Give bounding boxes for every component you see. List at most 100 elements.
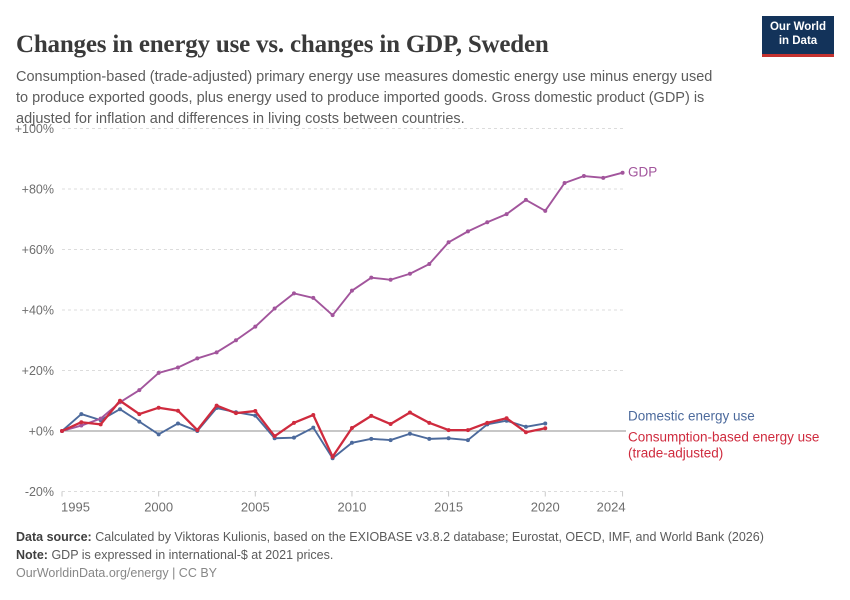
data-point-domestic [233, 410, 238, 415]
series-line-domestic [61, 407, 546, 460]
y-axis-label: +0% [29, 425, 54, 439]
data-point-gdp [156, 370, 161, 375]
data-point-gdp [195, 356, 200, 361]
data-point-domestic [156, 432, 161, 437]
series-label-consumption: (trade-adjusted) [628, 445, 723, 460]
x-axis-label: 2000 [144, 499, 173, 514]
data-point-gdp [620, 170, 625, 175]
x-axis-label: 2005 [241, 499, 270, 514]
y-axis-label: +80% [22, 183, 54, 197]
data-point-domestic [98, 418, 103, 423]
page-title: Changes in energy use vs. changes in GDP… [16, 30, 549, 58]
data-point-gdp [504, 212, 509, 217]
data-point-consumption [79, 420, 84, 425]
data-point-gdp [601, 175, 606, 180]
chart-footer: Data source: Calculated by Viktoras Kuli… [16, 528, 836, 582]
data-point-consumption [311, 412, 316, 417]
data-point-gdp [137, 388, 142, 393]
series-label-domestic: Domestic energy use [628, 408, 755, 423]
data-source-label: Data source: [16, 530, 92, 544]
data-point-domestic [60, 429, 64, 433]
data-point-domestic [504, 418, 509, 423]
x-axis-label: 2010 [337, 499, 366, 514]
y-axis-label: +40% [22, 304, 54, 318]
data-point-domestic [117, 407, 122, 412]
data-point-domestic [175, 421, 180, 426]
data-point-domestic [291, 435, 296, 440]
data-point-gdp [175, 365, 180, 370]
data-point-gdp [369, 275, 374, 280]
data-point-gdp [349, 288, 354, 293]
data-point-consumption [407, 410, 412, 415]
series-domestic: Domestic energy use [60, 406, 755, 461]
note-text: GDP is expressed in international-$ at 2… [51, 548, 334, 562]
data-point-domestic [253, 413, 258, 418]
data-point-domestic [523, 424, 528, 429]
data-point-consumption [291, 420, 296, 425]
data-point-consumption [60, 429, 64, 433]
note-line: Note: GDP is expressed in international-… [16, 546, 836, 564]
data-point-domestic [349, 440, 354, 445]
data-point-consumption [485, 420, 490, 425]
data-point-gdp [446, 240, 451, 245]
chart-subtitle: Consumption-based (trade-adjusted) prima… [16, 68, 713, 127]
data-point-gdp [427, 262, 432, 267]
data-point-consumption [446, 428, 451, 433]
data-point-consumption [156, 405, 161, 410]
y-axis-label: +60% [22, 243, 54, 257]
data-point-gdp [291, 291, 296, 296]
data-point-consumption [543, 426, 548, 431]
data-point-gdp [233, 338, 238, 343]
series-label-consumption: Consumption-based energy use [628, 429, 819, 444]
note-label: Note: [16, 548, 48, 562]
data-point-domestic [427, 436, 432, 441]
data-point-gdp [388, 277, 393, 282]
series-consumption: Consumption-based energy use(trade-adjus… [60, 398, 819, 460]
data-point-consumption [98, 422, 103, 427]
data-point-consumption [523, 430, 528, 435]
owid-logo-line1: Our World [769, 21, 826, 33]
data-point-gdp [523, 197, 528, 202]
data-point-consumption [253, 409, 258, 414]
data-point-gdp [60, 429, 64, 433]
data-point-consumption [504, 416, 509, 421]
data-source-text: Calculated by Viktoras Kulionis, based o… [95, 530, 764, 544]
data-point-gdp [117, 400, 122, 405]
series-label-gdp: GDP [628, 165, 657, 180]
series-gdp: GDP [60, 165, 657, 433]
data-point-gdp [79, 423, 84, 428]
data-point-gdp [562, 180, 567, 185]
owid-logo[interactable]: Our World in Data [762, 16, 834, 57]
data-point-gdp [253, 324, 258, 329]
data-point-consumption [427, 420, 432, 425]
data-point-domestic [465, 438, 470, 443]
data-point-gdp [543, 208, 548, 213]
series-line-gdp [61, 171, 623, 432]
data-point-consumption [272, 434, 277, 439]
series-line-consumption [61, 399, 546, 458]
data-point-gdp [485, 220, 490, 225]
data-point-domestic [79, 412, 84, 417]
data-point-gdp [311, 295, 316, 300]
data-point-domestic [407, 431, 412, 436]
data-point-domestic [388, 438, 393, 443]
data-point-consumption [233, 411, 238, 416]
data-point-domestic [369, 436, 374, 441]
data-point-gdp [98, 416, 103, 421]
license-link[interactable]: OurWorldinData.org/energy | CC BY [16, 566, 218, 580]
data-point-domestic [330, 456, 335, 461]
data-point-consumption [117, 398, 122, 403]
data-point-domestic [311, 425, 316, 430]
y-axis-label: -20% [25, 485, 54, 499]
data-point-consumption [465, 428, 470, 433]
data-point-gdp [465, 229, 470, 234]
x-axis-label: 2024 [597, 499, 626, 514]
data-point-consumption [330, 454, 335, 459]
data-point-domestic [137, 419, 142, 424]
x-axis-label: 2015 [434, 499, 463, 514]
data-point-gdp [214, 350, 219, 355]
owid-logo-line2: in Data [778, 35, 818, 48]
data-point-consumption [349, 425, 354, 430]
y-axis-label: +20% [22, 364, 54, 378]
data-point-consumption [388, 422, 393, 427]
